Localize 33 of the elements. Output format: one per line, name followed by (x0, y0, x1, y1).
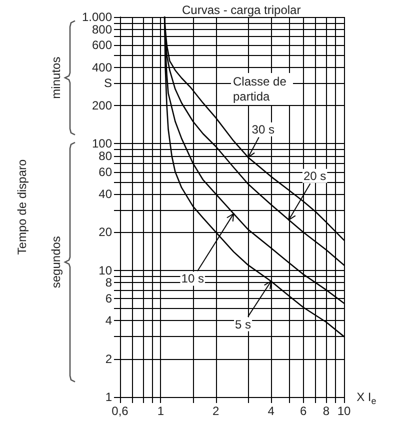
y-tick-label: 1.000 (82, 10, 112, 24)
x-tick-label: 4 (268, 404, 275, 418)
text: segundos (49, 236, 63, 288)
y-tick-label: 1 (105, 390, 112, 404)
annotation: 20 s (303, 168, 326, 183)
y-tick-label: 6 (105, 291, 112, 306)
y-tick-label: 20 (98, 225, 112, 240)
x-tick-label: 8 (322, 404, 330, 418)
annotation: 30 s (252, 122, 274, 136)
y-tick-label: 80 (98, 148, 112, 163)
y-tick-label: 4 (105, 314, 112, 328)
text: minutos (49, 56, 63, 99)
x-tick-label: 2 (212, 404, 220, 418)
y-tick-label: 800 (92, 22, 112, 36)
y-tick-label: 60 (98, 164, 112, 179)
y-tick-label: 2 (105, 352, 112, 366)
x-tick-label: 1 (157, 404, 164, 418)
x-tick-label: 10 (337, 404, 351, 418)
chart-title: Curvas - carga tripolar (182, 3, 301, 17)
y-axis-title: Tempo de disparo (15, 158, 29, 255)
y-tick-label: S (104, 76, 112, 90)
y-tick-label: 8 (105, 276, 112, 290)
annotation: 5 s (235, 317, 252, 332)
y-tick-label: 200 (92, 98, 112, 113)
y-tick-label: 10 (98, 263, 112, 278)
x-tick-label: 6 (300, 404, 307, 418)
y-tick-label: 600 (92, 38, 112, 52)
y-tick-label: 400 (92, 60, 112, 74)
legend-title: Classe de partida (233, 74, 290, 104)
annotation: 10 s (181, 272, 204, 286)
y-tick-label: 40 (98, 187, 112, 202)
x-tick-label: 0,6 (112, 404, 129, 418)
y-tick-label: 100 (92, 136, 112, 151)
